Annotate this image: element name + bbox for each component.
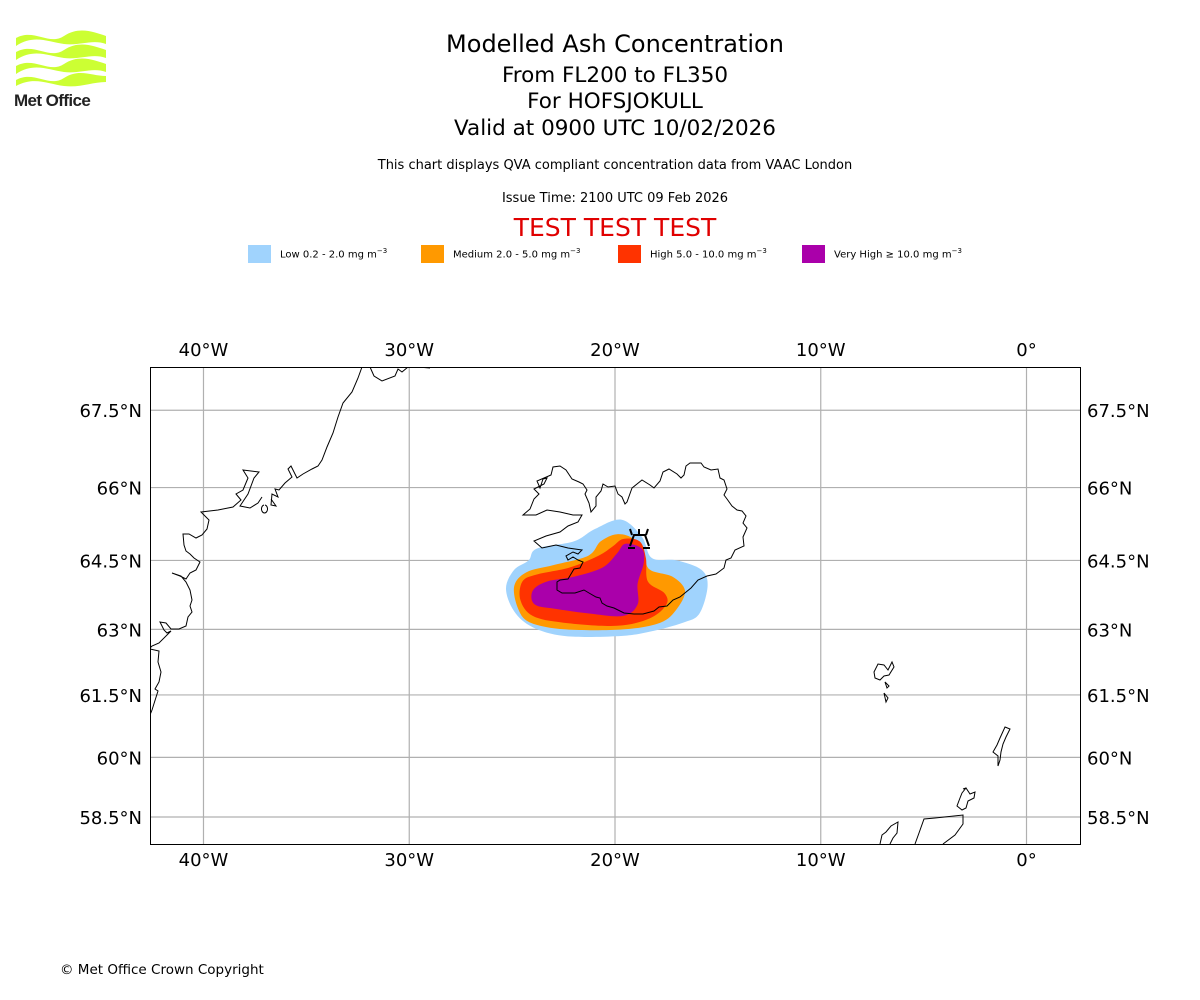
lon-tick-label-top: 30°W [384, 340, 434, 361]
lon-tick-label-top: 20°W [590, 340, 640, 361]
lat-tick-label-left: 63°N [97, 620, 142, 641]
coastline-faroe-islands [873, 660, 895, 704]
test-banner: TEST TEST TEST [513, 213, 717, 242]
chart-subtitle: This chart displays QVA compliant concen… [377, 158, 853, 173]
legend-item-very-high: Very High ≥ 10.0 mg m−3 [802, 244, 962, 264]
lon-tick-label-bottom: 40°W [179, 850, 229, 871]
axis-tick-labels: 40°W 40°W 30°W 30°W 20°W 20°W 10°W 10°W 0° 0° 67.5… [79, 340, 1149, 871]
coastline-orkney [956, 787, 976, 811]
valid-time: Valid at 0900 UTC 10/02/2026 [453, 116, 776, 141]
lon-tick-label-top: 0° [1016, 340, 1036, 361]
lat-tick-label-right: 61.5°N [1087, 686, 1150, 707]
map-frame [150, 367, 1081, 845]
lon-tick-label-bottom: 30°W [384, 850, 434, 871]
legend-swatch-medium [421, 245, 444, 263]
logo-text: Met Office [14, 91, 91, 110]
lon-tick-label-bottom: 20°W [590, 850, 640, 871]
ash-plume [506, 519, 708, 637]
legend-label-high: High 5.0 - 10.0 mg m−3 [650, 247, 767, 261]
legend-swatch-low [248, 245, 271, 263]
legend: Low 0.2 - 2.0 mg m−3 Medium 2.0 - 5.0 mg… [0, 244, 1200, 264]
lat-tick-label-left: 67.5°N [79, 401, 142, 422]
coastline-greenland [150, 367, 431, 716]
volcano-icon [628, 528, 650, 549]
lat-tick-label-right: 66°N [1087, 479, 1132, 500]
legend-label-low: Low 0.2 - 2.0 mg m−3 [280, 247, 388, 261]
coastline-scotland [879, 814, 964, 844]
legend-swatch-very-high [802, 245, 825, 263]
flight-levels: From FL200 to FL350 [501, 63, 729, 88]
logo-waves-icon [16, 30, 106, 87]
legend-item-medium: Medium 2.0 - 5.0 mg m−3 [421, 244, 580, 264]
lat-tick-label-left: 66°N [97, 479, 142, 500]
ash-contour-very-high [531, 543, 645, 617]
issue-time: Issue Time: 2100 UTC 09 Feb 2026 [501, 191, 729, 206]
lon-tick-label-top: 10°W [796, 340, 846, 361]
chart-title: Modelled Ash Concentration [446, 30, 784, 58]
lat-tick-label-right: 63°N [1087, 620, 1132, 641]
lat-tick-label-left: 61.5°N [79, 686, 142, 707]
lat-tick-label-left: 60°N [97, 748, 142, 769]
legend-item-high: High 5.0 - 10.0 mg m−3 [618, 244, 767, 264]
legend-item-low: Low 0.2 - 2.0 mg m−3 [248, 244, 387, 264]
legend-swatch-high [618, 245, 641, 263]
lat-tick-label-right: 64.5°N [1087, 551, 1150, 572]
copyright: © Met Office Crown Copyright [60, 962, 264, 978]
lat-tick-label-left: 64.5°N [79, 551, 142, 572]
legend-label-medium: Medium 2.0 - 5.0 mg m−3 [453, 247, 581, 261]
lon-tick-label-top: 40°W [179, 340, 229, 361]
lon-tick-label-bottom: 10°W [796, 850, 846, 871]
legend-label-very-high: Very High ≥ 10.0 mg m−3 [834, 247, 962, 261]
lat-tick-label-right: 60°N [1087, 748, 1132, 769]
volcano-name: For HOFSJOKULL [527, 89, 703, 114]
lat-tick-label-left: 58.5°N [79, 808, 142, 829]
lon-tick-label-bottom: 0° [1016, 850, 1036, 871]
coastline-shetland [992, 726, 1011, 767]
met-office-logo [16, 30, 106, 87]
coastline-iceland [521, 462, 748, 615]
lat-tick-label-right: 67.5°N [1087, 401, 1150, 422]
lat-tick-label-right: 58.5°N [1087, 808, 1150, 829]
